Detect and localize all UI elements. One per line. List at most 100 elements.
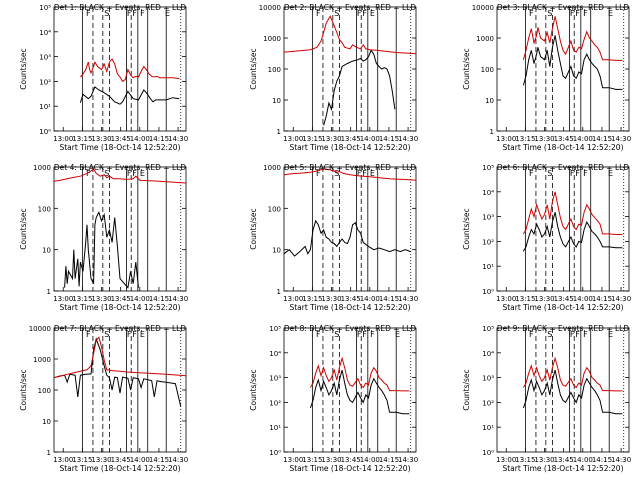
event-marker-label: F [127, 9, 132, 18]
x-tick-label: 13:45 [111, 456, 131, 464]
x-tick-label: 14:15 [149, 456, 169, 464]
event-marker-label: E [140, 330, 145, 339]
chart-title: Det 9: BLACK = Events, RED = LLD [497, 324, 629, 333]
x-tick-label: 13:30 [91, 456, 111, 464]
series-line-events [283, 219, 411, 257]
series-line-events [522, 35, 623, 90]
y-tick-label: 1000 [33, 164, 51, 172]
event-marker-label: F [362, 9, 367, 18]
x-tick-label: 14:30 [398, 456, 418, 464]
event-marker-label: F [529, 9, 534, 18]
x-tick-label: 13:30 [321, 456, 341, 464]
event-marker-label: E [165, 9, 170, 18]
x-tick-label: 13:00 [283, 295, 303, 303]
event-marker-label: F [570, 330, 575, 339]
x-tick-label: 13:00 [53, 456, 73, 464]
x-tick-label: 13:45 [554, 456, 574, 464]
event-marker-label: S [547, 169, 552, 178]
y-tick-label: 1 [277, 288, 281, 296]
x-tick-label: 14:00 [360, 295, 380, 303]
event-marker-label: F [127, 330, 132, 339]
x-tick-label: 14:00 [360, 456, 380, 464]
plot-frame [496, 166, 630, 292]
event-marker-label: S [334, 330, 339, 339]
y-tick-label: 10⁰ [482, 449, 494, 457]
series-line-events [323, 49, 396, 126]
x-axis-label: Start Time (18-Oct-14 12:52:20) [289, 143, 410, 152]
x-axis-label: Start Time (18-Oct-14 12:52:20) [59, 303, 180, 312]
y-tick-label: 10⁴ [39, 29, 51, 37]
chart-panel-1: 10⁰10¹10²10³10⁴10⁵13:0013:1513:3013:4514… [19, 3, 188, 152]
event-marker-label: F [575, 9, 580, 18]
y-tick-label: 100 [38, 205, 51, 213]
x-tick-label: 13:30 [321, 295, 341, 303]
x-tick-label: 14:00 [573, 135, 593, 143]
chart-panel-5: 1 10 100 1000 13:0013:1513:3013:4514:0014:15… [249, 163, 418, 312]
x-tick-label: 14:30 [168, 135, 188, 143]
event-marker-label: E [608, 169, 613, 178]
x-tick-label: 14:15 [379, 456, 399, 464]
series-line-events [522, 212, 623, 252]
event-marker-label: F [357, 330, 362, 339]
event-marker-label: E [608, 330, 613, 339]
y-tick-label: 10¹ [482, 263, 494, 271]
y-axis-label: Counts/sec [19, 369, 28, 410]
chart-title: Det 5: BLACK = Events, RED = LLD [284, 163, 416, 172]
y-axis-label: Counts/sec [19, 48, 28, 89]
x-tick-label: 14:15 [379, 295, 399, 303]
event-marker-label: S [104, 330, 109, 339]
x-tick-label: 13:30 [534, 135, 554, 143]
y-tick-label: 1 [277, 128, 281, 136]
chart-panel-2: 1 10 100 1000 10000 13:0013:1513:3013:4514:00… [249, 3, 418, 152]
x-tick-label: 13:30 [534, 295, 554, 303]
event-marker-label: F [86, 169, 91, 178]
y-axis-label: Counts/sec [249, 48, 258, 89]
event-marker-label: E [370, 169, 375, 178]
event-marker-label: S [334, 9, 339, 18]
x-axis-label: Start Time (18-Oct-14 12:52:20) [289, 303, 410, 312]
x-axis-label: Start Time (18-Oct-14 12:52:20) [289, 464, 410, 473]
y-tick-label: 100 [481, 66, 494, 74]
y-axis-label: Counts/sec [249, 369, 258, 410]
chart-title: Det 8: BLACK = Events, RED = LLD [284, 324, 416, 333]
y-tick-label: 10⁴ [482, 189, 494, 197]
x-tick-label: 14:30 [611, 135, 631, 143]
x-tick-label: 14:00 [360, 135, 380, 143]
x-tick-label: 14:00 [130, 456, 150, 464]
y-tick-label: 10 [272, 247, 281, 255]
series-line-lld [80, 58, 180, 83]
y-tick-label: 10³ [482, 214, 494, 222]
x-tick-label: 13:30 [91, 295, 111, 303]
event-marker-label: F [370, 330, 375, 339]
x-tick-label: 14:15 [592, 295, 612, 303]
series-line-events [53, 337, 182, 407]
y-axis-label: Counts/sec [462, 369, 471, 410]
x-tick-label: 14:30 [168, 456, 188, 464]
series-line-lld [53, 168, 187, 184]
event-marker-label: S [547, 330, 552, 339]
event-marker-label: F [357, 9, 362, 18]
event-marker-label: E [370, 9, 375, 18]
event-marker-label: E [395, 330, 400, 339]
x-tick-label: 14:15 [149, 135, 169, 143]
x-axis-label: Start Time (18-Oct-14 12:52:20) [59, 464, 180, 473]
x-tick-label: 13:45 [111, 135, 131, 143]
y-axis-label: Counts/sec [19, 208, 28, 249]
y-tick-label: 1 [490, 128, 494, 136]
x-tick-label: 13:45 [554, 295, 574, 303]
x-tick-label: 13:30 [91, 135, 111, 143]
event-marker-label: S [104, 169, 109, 178]
y-tick-label: 1 [47, 288, 51, 296]
x-tick-label: 13:15 [72, 456, 92, 464]
x-axis-label: Start Time (18-Oct-14 12:52:20) [59, 143, 180, 152]
y-tick-label: 10³ [269, 375, 281, 383]
y-tick-label: 10³ [39, 54, 51, 62]
y-tick-label: 1 [47, 449, 51, 457]
series-line-lld [283, 15, 417, 55]
y-tick-label: 10 [272, 97, 281, 105]
y-tick-label: 100 [268, 205, 281, 213]
x-axis-label: Start Time (18-Oct-14 12:52:20) [502, 464, 623, 473]
x-tick-label: 13:30 [534, 456, 554, 464]
event-marker-label: S [547, 9, 552, 18]
